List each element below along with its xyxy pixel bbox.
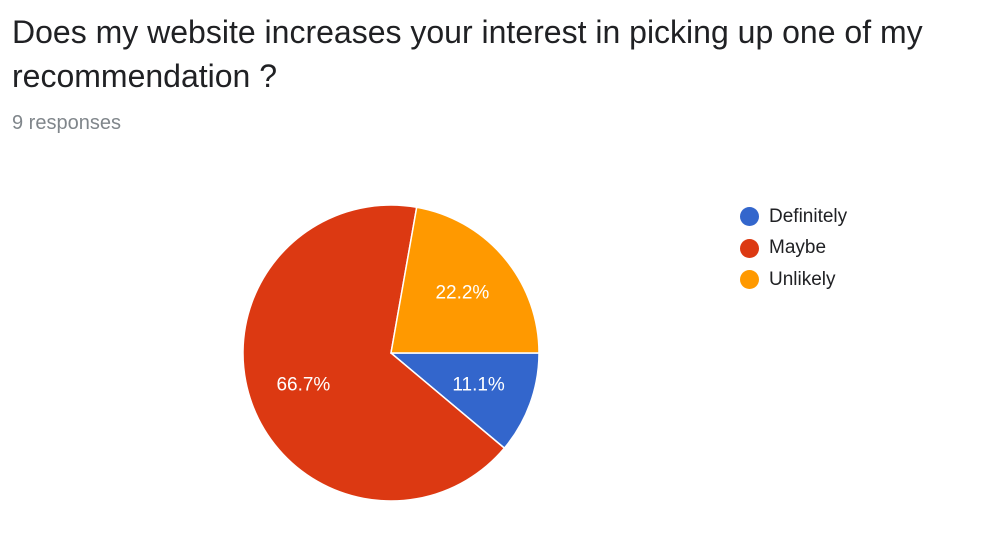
pie-slice-maybe[interactable] bbox=[242, 204, 506, 502]
response-count: 9 responses bbox=[12, 112, 121, 134]
legend-item-definitely[interactable]: Definitely bbox=[740, 201, 847, 233]
slice-label-definitely: 11.1% bbox=[452, 374, 505, 395]
chart-legend: Definitely Maybe Unlikely bbox=[740, 201, 847, 296]
pie-slices bbox=[242, 204, 540, 502]
pie-slice-unlikely[interactable] bbox=[390, 206, 540, 354]
legend-label-maybe: Maybe bbox=[769, 237, 827, 259]
slice-label-unlikely: 22.2% bbox=[435, 283, 489, 304]
legend-swatch-maybe bbox=[740, 238, 759, 258]
question-title: Does my website increases your interest … bbox=[12, 14, 923, 94]
legend-swatch-definitely bbox=[740, 207, 759, 227]
legend-swatch-unlikely bbox=[740, 270, 759, 290]
pie-slice-labels: 11.1% 66.7% 22.2% bbox=[276, 283, 504, 396]
slice-label-maybe: 66.7% bbox=[276, 374, 330, 395]
legend-label-unlikely: Unlikely bbox=[769, 268, 836, 290]
legend-item-unlikely[interactable]: Unlikely bbox=[740, 264, 847, 296]
legend-label-definitely: Definitely bbox=[769, 205, 848, 227]
pie-slice-definitely[interactable] bbox=[388, 352, 540, 450]
legend-item-maybe[interactable]: Maybe bbox=[740, 233, 847, 265]
